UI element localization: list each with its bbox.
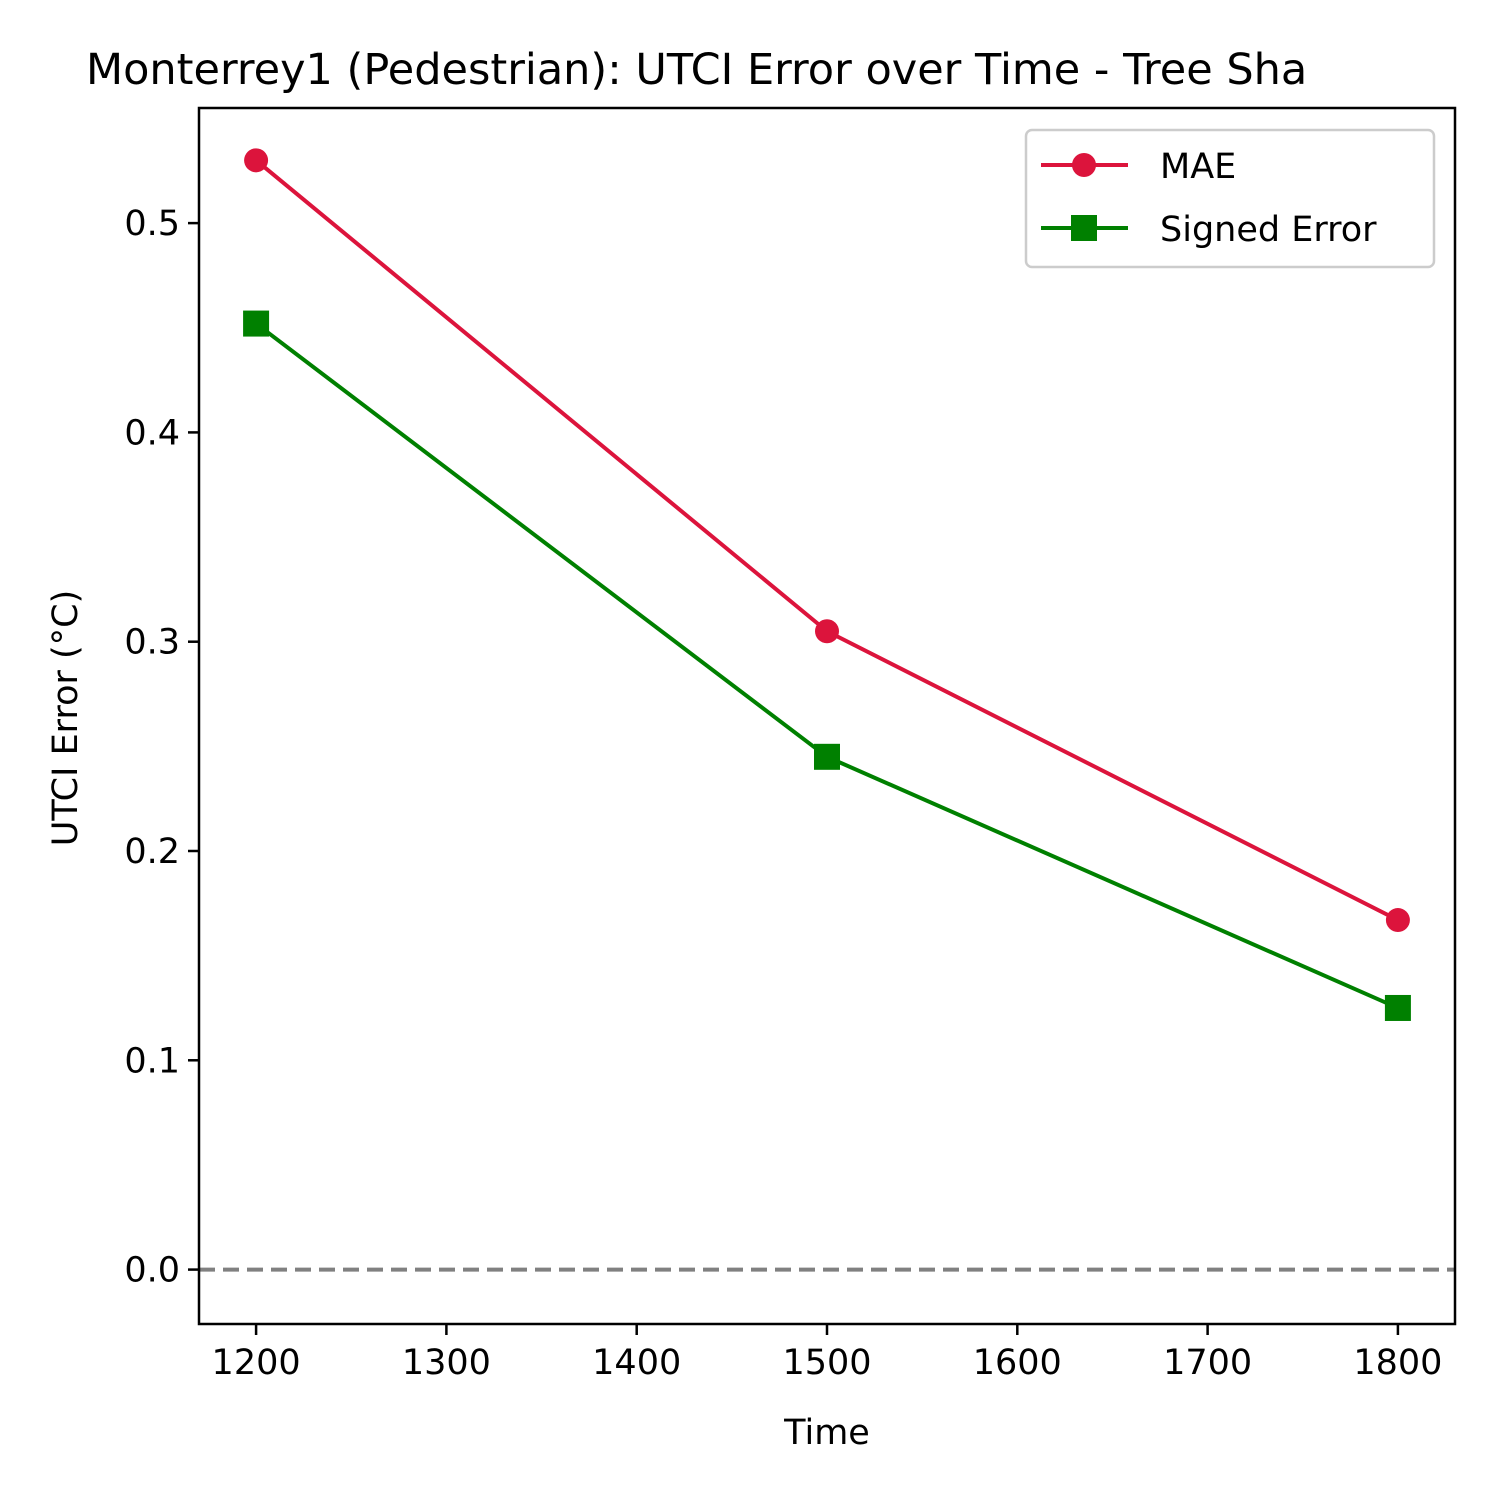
y-axis-label: UTCI Error (°C) xyxy=(46,590,86,847)
axes: 1200 1300 1400 1500 1600 1700 1800 0.0 0.1 0.2 0.3… xyxy=(124,106,1457,1383)
legend-mae-label: MAE xyxy=(1160,147,1236,187)
plot-area xyxy=(199,148,1455,1272)
x-tick-label: 1700 xyxy=(1163,1343,1252,1383)
legend-mae-marker xyxy=(1072,153,1096,177)
axes-frame xyxy=(197,106,1457,1326)
legend-signed-error-label: Signed Error xyxy=(1160,210,1377,250)
signed-error-point xyxy=(1384,994,1411,1021)
signed-error-point xyxy=(814,743,840,770)
mae-point xyxy=(815,619,839,644)
signed-error-line xyxy=(254,321,1399,1010)
legend-signed-error-marker xyxy=(1071,215,1097,241)
x-tick-label: 1300 xyxy=(402,1343,491,1383)
x-tick-label: 1600 xyxy=(973,1343,1062,1383)
x-tick-label: 1800 xyxy=(1353,1343,1442,1383)
legend: MAE Signed Error xyxy=(1024,128,1436,269)
y-tick-label: 0.4 xyxy=(124,413,180,453)
x-tick-label: 1500 xyxy=(782,1343,871,1383)
mae-point xyxy=(1385,908,1410,933)
signed-error-point xyxy=(243,310,270,337)
x-tick-label: 1200 xyxy=(212,1343,301,1383)
mae-point xyxy=(244,148,269,173)
y-tick-label: 0.3 xyxy=(124,623,180,663)
x-axis-label: Time xyxy=(783,1413,870,1453)
y-tick-label: 0.2 xyxy=(124,832,180,872)
x-tick-label: 1400 xyxy=(592,1343,681,1383)
y-tick-label: 0.0 xyxy=(124,1251,180,1291)
chart-title: Monterrey1 (Pedestrian): UTCI Error over… xyxy=(86,45,1307,95)
y-tick-label: 0.5 xyxy=(124,204,180,244)
mae-line xyxy=(254,158,1399,922)
y-tick-label: 0.1 xyxy=(124,1041,180,1081)
